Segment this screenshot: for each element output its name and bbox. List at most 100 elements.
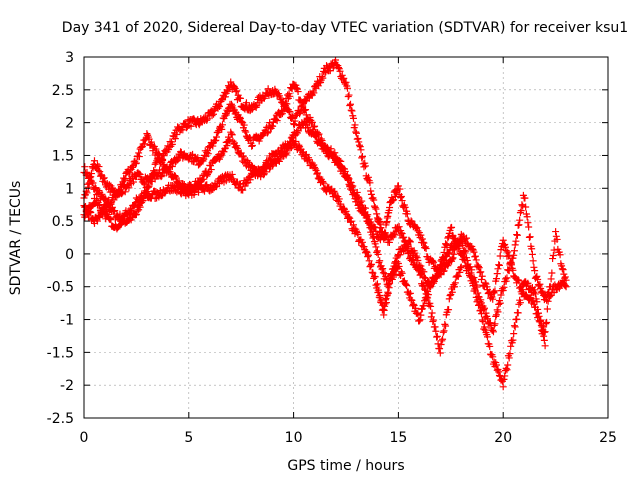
data-point: [349, 114, 357, 122]
data-point: [132, 159, 140, 167]
data-point: [354, 231, 362, 239]
data-point: [292, 81, 300, 89]
data-point: [360, 243, 368, 251]
data-point: [479, 317, 487, 325]
data-point: [449, 254, 457, 262]
data-point: [472, 252, 480, 260]
data-point: [345, 213, 353, 221]
data-point: [93, 217, 101, 225]
data-point: [521, 194, 529, 202]
data-point: [171, 172, 179, 180]
data-point: [352, 129, 360, 137]
data-point: [342, 207, 350, 215]
data-point: [357, 203, 365, 211]
data-point: [516, 299, 524, 307]
data-point: [233, 87, 241, 95]
data-point: [361, 204, 369, 212]
data-point: [130, 202, 138, 210]
data-point: [404, 216, 412, 224]
data-point: [526, 233, 534, 241]
data-point: [497, 246, 505, 254]
y-tick-label: 2.5: [52, 83, 74, 99]
data-point: [475, 264, 483, 272]
data-point: [223, 142, 231, 150]
data-point: [173, 130, 181, 138]
data-point: [497, 291, 505, 299]
data-point: [461, 257, 469, 265]
data-point: [555, 284, 563, 292]
data-point: [496, 299, 504, 307]
data-point: [414, 310, 422, 318]
data-point: [346, 102, 354, 110]
data-point: [527, 285, 535, 293]
data-point: [195, 161, 203, 169]
data-point: [367, 262, 375, 270]
data-point: [129, 178, 137, 186]
data-point: [464, 265, 472, 273]
data-point: [502, 364, 510, 372]
data-point: [423, 290, 431, 298]
data-point: [347, 217, 355, 225]
data-point: [327, 145, 335, 153]
data-point: [97, 171, 105, 179]
data-point: [332, 56, 340, 64]
data-point: [495, 261, 503, 269]
data-point: [367, 190, 375, 198]
data-point: [216, 153, 224, 161]
data-point: [451, 279, 459, 287]
data-point: [391, 193, 399, 201]
data-point: [540, 336, 548, 344]
data-point: [481, 279, 489, 287]
data-point: [417, 311, 425, 319]
data-point: [311, 131, 319, 139]
data-point: [536, 318, 544, 326]
data-point: [338, 71, 346, 79]
data-point: [366, 179, 374, 187]
data-point: [444, 234, 452, 242]
data-point: [421, 285, 429, 293]
data-point: [171, 135, 179, 143]
data-point: [343, 84, 351, 92]
data-point: [286, 92, 294, 100]
data-point: [402, 281, 410, 289]
data-point: [341, 165, 349, 173]
data-point: [457, 263, 465, 271]
data-point: [477, 268, 485, 276]
data-point: [302, 118, 310, 126]
data-point: [468, 273, 476, 281]
data-point: [166, 168, 174, 176]
data-point: [297, 98, 305, 106]
data-point: [395, 223, 403, 231]
data-point: [369, 269, 377, 277]
data-point: [458, 251, 466, 259]
data-point: [232, 88, 240, 96]
data-point: [434, 340, 442, 348]
data-point: [162, 188, 170, 196]
data-point: [95, 163, 103, 171]
data-point: [518, 201, 526, 209]
data-point: [296, 96, 304, 104]
data-point: [172, 174, 180, 182]
data-point: [376, 257, 384, 265]
data-point: [439, 254, 447, 262]
data-point: [214, 104, 222, 112]
data-point: [411, 249, 419, 257]
data-point: [448, 245, 456, 253]
data-point: [362, 214, 370, 222]
data-point: [132, 194, 140, 202]
data-point: [550, 246, 558, 254]
data-point: [483, 315, 491, 323]
data-point: [474, 296, 482, 304]
data-point: [421, 243, 429, 251]
data-point: [310, 89, 318, 97]
data-point: [489, 295, 497, 303]
data-point: [210, 106, 218, 114]
y-tick-label: -0.5: [47, 280, 74, 296]
data-point: [335, 156, 343, 164]
data-point: [544, 297, 552, 305]
data-point: [370, 202, 378, 210]
data-point: [475, 301, 483, 309]
data-point: [480, 304, 488, 312]
data-point: [358, 207, 366, 215]
data-point: [237, 117, 245, 125]
